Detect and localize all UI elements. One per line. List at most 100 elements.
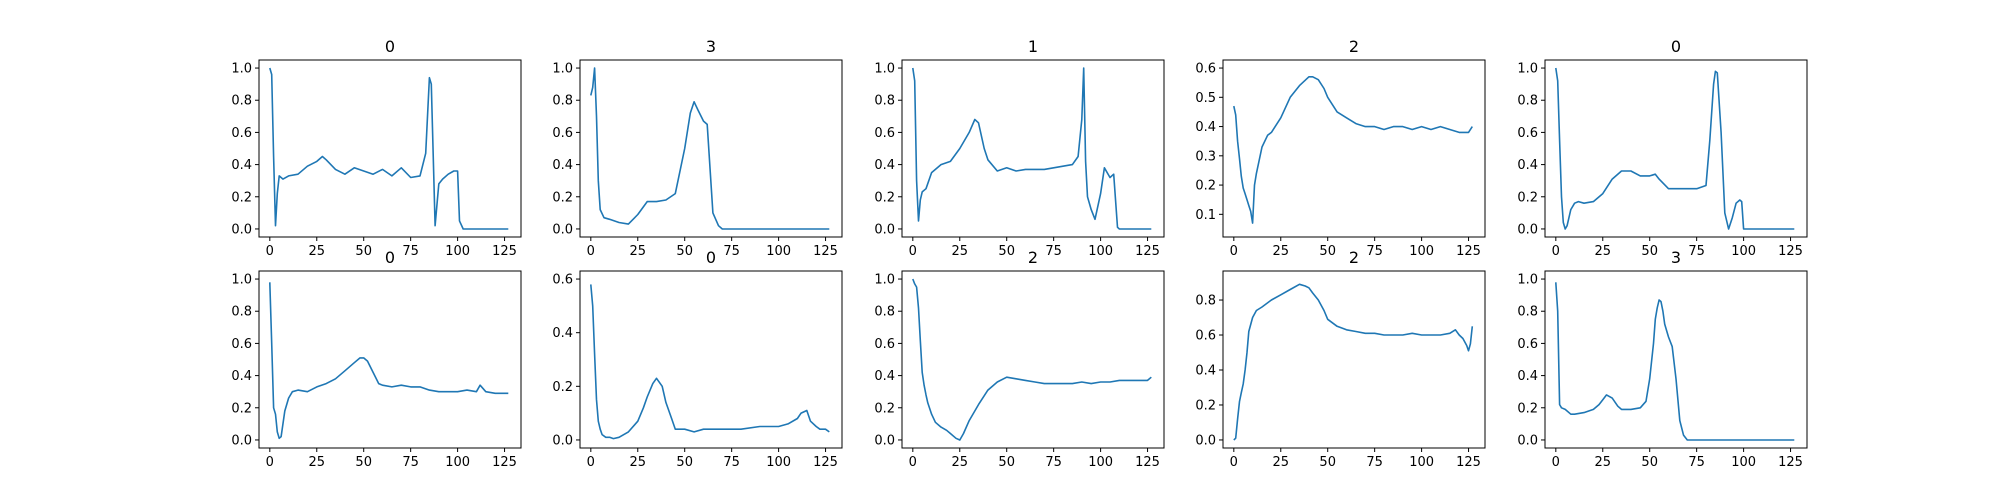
x-tick-label: 25 — [951, 244, 968, 259]
x-tick-label: 0 — [909, 244, 917, 259]
x-tick-label: 0 — [1230, 455, 1238, 470]
y-tick-label: 0.0 — [874, 222, 895, 237]
subplot-3: 2 0 25 50 75 100 125 0.1 0.2 0.3 0.4 0.5 0.6 — [1195, 37, 1486, 259]
y-tick-label: 0.2 — [552, 380, 573, 395]
axes-frame — [1544, 270, 1808, 449]
x-tick-label: 75 — [402, 244, 419, 259]
x-tick-label: 50 — [1319, 455, 1336, 470]
y-tick-label: 1.0 — [1517, 62, 1538, 77]
x-tick-label: 0 — [587, 244, 595, 259]
y-tick-label: 0.0 — [552, 222, 573, 237]
x-tick-label: 75 — [1688, 455, 1705, 470]
x-tick-label: 125 — [1135, 455, 1160, 470]
y-tick-label: 1.0 — [874, 273, 895, 288]
x-tick-label: 0 — [587, 455, 595, 470]
x-tick-label: 50 — [1319, 244, 1336, 259]
y-tick-label: 0.4 — [874, 369, 895, 384]
y-tick-label: 0.0 — [1195, 433, 1216, 448]
x-tick-label: 50 — [998, 244, 1015, 259]
y-tick-label: 0.6 — [552, 273, 573, 288]
axes-frame — [1222, 270, 1486, 449]
series-line — [912, 278, 1152, 441]
x-tick-label: 75 — [723, 455, 740, 470]
x-tick-label: 25 — [308, 455, 325, 470]
y-tick-label: 0.8 — [231, 94, 252, 109]
x-tick-label: 25 — [1272, 455, 1289, 470]
subplot-title: 2 — [1349, 37, 1359, 56]
y-tick-label: 0.8 — [874, 94, 895, 109]
series-line — [269, 282, 509, 440]
x-tick-label: 100 — [445, 244, 470, 259]
axes-frame — [1544, 59, 1808, 238]
subplot-title: 3 — [706, 37, 716, 56]
y-tick-label: 0.6 — [874, 126, 895, 141]
y-tick-label: 0.8 — [1195, 294, 1216, 309]
x-tick-label: 0 — [266, 244, 274, 259]
y-tick-label: 0.2 — [1195, 179, 1216, 194]
series-line — [1555, 282, 1795, 441]
subplot-title: 2 — [1028, 248, 1038, 267]
axes-frame — [258, 270, 522, 449]
y-tick-label: 0.8 — [874, 305, 895, 320]
x-tick-label: 125 — [813, 455, 838, 470]
x-tick-label: 25 — [629, 244, 646, 259]
y-tick-label: 0.8 — [1517, 305, 1538, 320]
y-tick-label: 1.0 — [231, 273, 252, 288]
subplot-title: 0 — [385, 248, 395, 267]
y-tick-label: 0.6 — [231, 337, 252, 352]
x-tick-label: 0 — [909, 455, 917, 470]
axes-frame — [1222, 59, 1486, 238]
x-tick-label: 100 — [766, 244, 791, 259]
x-tick-label: 75 — [1366, 244, 1383, 259]
x-tick-label: 100 — [1409, 244, 1434, 259]
y-tick-label: 0.6 — [1517, 337, 1538, 352]
x-tick-label: 100 — [1731, 455, 1756, 470]
y-tick-label: 0.6 — [1195, 329, 1216, 344]
subplot-title: 0 — [1671, 37, 1681, 56]
x-tick-label: 100 — [445, 455, 470, 470]
y-tick-label: 0.1 — [1195, 208, 1216, 223]
axes-frame — [579, 270, 843, 449]
series-line — [1233, 76, 1473, 224]
y-tick-label: 0.6 — [1517, 126, 1538, 141]
x-tick-label: 50 — [676, 455, 693, 470]
y-tick-label: 0.4 — [231, 369, 252, 384]
x-tick-label: 125 — [1456, 455, 1481, 470]
y-tick-label: 0.4 — [552, 326, 573, 341]
y-tick-label: 0.2 — [874, 190, 895, 205]
subplot-title: 0 — [706, 248, 716, 267]
x-tick-label: 50 — [1641, 244, 1658, 259]
subplot-6: 0 0 25 50 75 100 125 0.0 0.2 0.4 0.6 — [552, 248, 843, 470]
x-tick-label: 25 — [629, 455, 646, 470]
subplot-1: 3 0 25 50 75 100 125 0.0 0.2 0.4 0.6 0.8 1.0 — [552, 37, 843, 259]
y-tick-label: 1.0 — [1517, 273, 1538, 288]
x-tick-label: 125 — [1135, 244, 1160, 259]
x-tick-label: 0 — [1552, 455, 1560, 470]
y-tick-label: 0.0 — [231, 433, 252, 448]
series-line — [590, 67, 830, 230]
y-tick-label: 0.6 — [552, 126, 573, 141]
subplot-title: 1 — [1028, 37, 1038, 56]
x-tick-label: 25 — [1272, 244, 1289, 259]
axes-frame — [901, 270, 1165, 449]
y-tick-label: 0.5 — [1195, 91, 1216, 106]
x-tick-label: 100 — [1088, 455, 1113, 470]
axes-frame — [258, 59, 522, 238]
y-tick-label: 0.4 — [1195, 120, 1216, 135]
y-tick-label: 0.2 — [552, 190, 573, 205]
x-tick-label: 0 — [266, 455, 274, 470]
y-tick-label: 0.2 — [1195, 398, 1216, 413]
y-tick-label: 0.4 — [1517, 158, 1538, 173]
y-tick-label: 0.4 — [231, 158, 252, 173]
axes-frame — [901, 59, 1165, 238]
subplot-0: 0 0 25 50 75 100 125 0.0 0.2 0.4 0.6 0.8 1.0 — [231, 37, 522, 259]
x-tick-label: 50 — [355, 244, 372, 259]
series-line — [1555, 67, 1795, 230]
subplot-title: 0 — [385, 37, 395, 56]
x-tick-label: 125 — [1778, 244, 1803, 259]
x-tick-label: 25 — [1594, 244, 1611, 259]
x-tick-label: 50 — [1641, 455, 1658, 470]
y-tick-label: 0.6 — [231, 126, 252, 141]
x-tick-label: 75 — [1688, 244, 1705, 259]
